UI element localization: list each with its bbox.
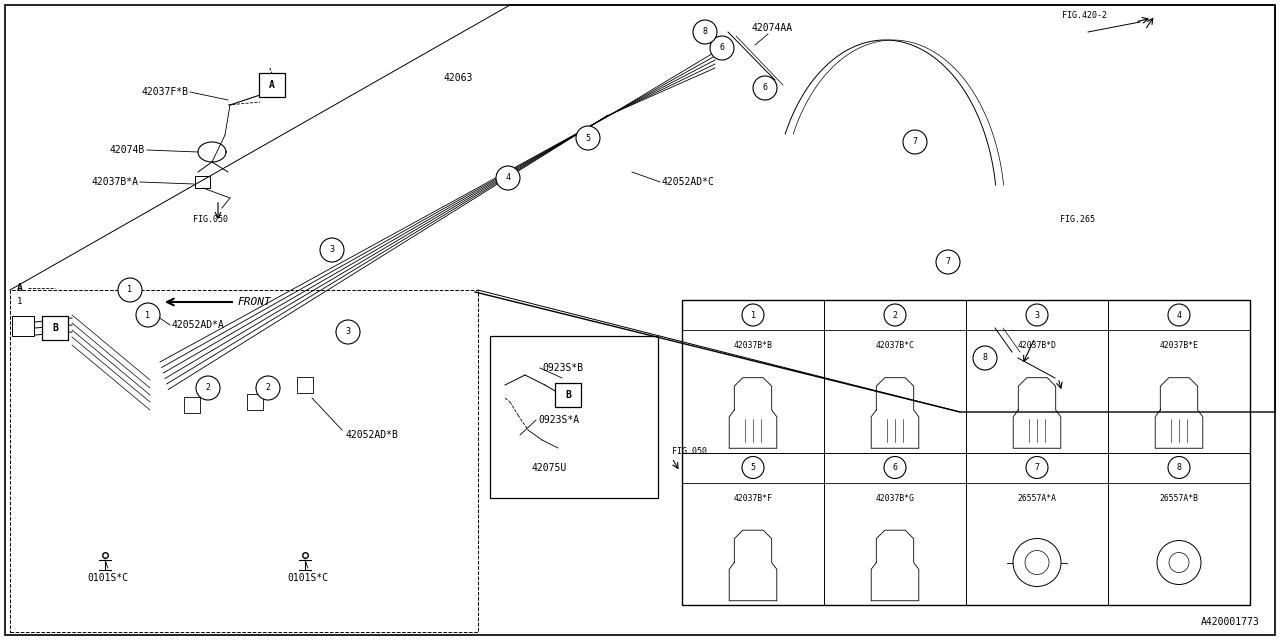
Text: 0101S*C: 0101S*C <box>288 573 329 583</box>
Text: 7: 7 <box>946 257 951 266</box>
Text: B: B <box>564 390 571 400</box>
Text: 3: 3 <box>1034 310 1039 319</box>
Circle shape <box>1027 304 1048 326</box>
Text: 42052AD*B: 42052AD*B <box>346 430 398 440</box>
Text: 42074B: 42074B <box>110 145 145 155</box>
Text: 4: 4 <box>1176 310 1181 319</box>
Circle shape <box>973 346 997 370</box>
Text: 42052AD*A: 42052AD*A <box>172 320 225 330</box>
Text: 42037B*F: 42037B*F <box>733 494 773 503</box>
Text: 26557A*A: 26557A*A <box>1018 494 1056 503</box>
Text: A: A <box>17 283 23 293</box>
Circle shape <box>884 304 906 326</box>
Text: 42037B*A: 42037B*A <box>91 177 138 187</box>
Text: FIG.265: FIG.265 <box>1060 216 1094 225</box>
Text: 42075U: 42075U <box>532 463 567 473</box>
Bar <box>297 377 314 393</box>
Circle shape <box>136 303 160 327</box>
Circle shape <box>692 20 717 44</box>
Text: 8: 8 <box>703 28 708 36</box>
Text: 42037B*G: 42037B*G <box>876 494 914 503</box>
Text: 42037B*B: 42037B*B <box>733 342 773 351</box>
Bar <box>556 383 581 407</box>
Text: 3: 3 <box>346 328 351 337</box>
Text: 2: 2 <box>892 310 897 319</box>
Bar <box>259 73 285 97</box>
Bar <box>12 316 35 336</box>
Text: 1: 1 <box>750 310 755 319</box>
Circle shape <box>710 36 733 60</box>
Text: 26557A*B: 26557A*B <box>1160 494 1198 503</box>
Circle shape <box>497 166 520 190</box>
Circle shape <box>742 456 764 479</box>
Bar <box>195 176 210 188</box>
Text: 42037B*D: 42037B*D <box>1018 342 1056 351</box>
Text: B: B <box>52 323 58 333</box>
Bar <box>561 390 573 402</box>
Text: FIG.420-2: FIG.420-2 <box>1062 10 1107 19</box>
Text: 7: 7 <box>1034 463 1039 472</box>
Circle shape <box>1169 456 1190 479</box>
Text: A420001773: A420001773 <box>1201 617 1260 627</box>
Text: 6: 6 <box>892 463 897 472</box>
Text: 42063: 42063 <box>443 73 472 83</box>
Text: 8: 8 <box>1176 463 1181 472</box>
Circle shape <box>118 278 142 302</box>
Text: 42037B*E: 42037B*E <box>1160 342 1198 351</box>
Circle shape <box>936 250 960 274</box>
Text: 0101S*C: 0101S*C <box>87 573 128 583</box>
Bar <box>268 80 280 90</box>
Circle shape <box>902 130 927 154</box>
Text: 2: 2 <box>265 383 270 392</box>
Text: 5: 5 <box>750 463 755 472</box>
Circle shape <box>335 320 360 344</box>
Text: 0923S*A: 0923S*A <box>538 415 579 425</box>
Text: FRONT: FRONT <box>238 297 271 307</box>
Text: FIG.050: FIG.050 <box>192 216 228 225</box>
Text: 2: 2 <box>206 383 210 392</box>
Text: 5: 5 <box>585 134 590 143</box>
Text: FIG.050: FIG.050 <box>672 447 707 456</box>
Circle shape <box>196 376 220 400</box>
Text: 1: 1 <box>146 310 151 319</box>
Bar <box>184 397 200 413</box>
Circle shape <box>742 304 764 326</box>
Circle shape <box>753 76 777 100</box>
Text: 6: 6 <box>719 44 724 52</box>
Bar <box>682 300 1251 605</box>
Circle shape <box>320 238 344 262</box>
Text: 42037B*C: 42037B*C <box>876 342 914 351</box>
Text: 3: 3 <box>329 246 334 255</box>
Text: 8: 8 <box>983 353 987 362</box>
Circle shape <box>884 456 906 479</box>
Bar <box>247 394 262 410</box>
Text: 0923S*B: 0923S*B <box>541 363 584 373</box>
Text: 6: 6 <box>763 83 768 93</box>
Text: 7: 7 <box>913 138 918 147</box>
Text: 4: 4 <box>506 173 511 182</box>
Text: 42037F*B: 42037F*B <box>141 87 188 97</box>
Text: 42074AA: 42074AA <box>751 23 792 33</box>
Text: 1: 1 <box>128 285 133 294</box>
Text: 1: 1 <box>18 298 23 307</box>
Circle shape <box>256 376 280 400</box>
Circle shape <box>576 126 600 150</box>
Text: 42052AD*C: 42052AD*C <box>662 177 714 187</box>
Bar <box>490 336 658 498</box>
Circle shape <box>1027 456 1048 479</box>
Circle shape <box>1169 304 1190 326</box>
Text: A: A <box>269 80 275 90</box>
Bar <box>42 316 68 340</box>
